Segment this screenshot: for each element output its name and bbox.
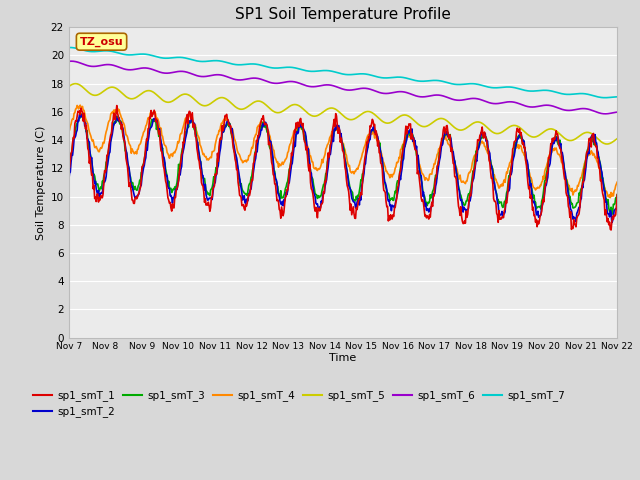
sp1_smT_1 (217, 135, 225, 141)
sp1_smT_2 (75, 119, 83, 124)
sp1_smT_6 (132, 66, 140, 72)
sp1_smT_7 (426, 78, 434, 84)
sp1_smT_2 (608, 220, 616, 226)
sp1_smT_7 (65, 45, 72, 50)
sp1_smT_3 (410, 139, 418, 144)
Line: sp1_smT_7: sp1_smT_7 (68, 48, 617, 98)
sp1_smT_4 (188, 111, 195, 117)
sp1_smT_4 (217, 123, 225, 129)
sp1_smT_2 (132, 194, 140, 200)
sp1_smT_1 (410, 142, 418, 148)
sp1_smT_5 (217, 95, 225, 100)
Y-axis label: Soil Temperature (C): Soil Temperature (C) (36, 125, 47, 240)
sp1_smT_7 (188, 57, 195, 62)
sp1_smT_4 (426, 171, 434, 177)
Line: sp1_smT_3: sp1_smT_3 (68, 114, 617, 214)
sp1_smT_1 (132, 194, 140, 200)
sp1_smT_6 (601, 111, 609, 117)
Line: sp1_smT_4: sp1_smT_4 (68, 105, 617, 198)
sp1_smT_6 (613, 109, 621, 115)
sp1_smT_4 (132, 149, 140, 155)
sp1_smT_4 (613, 179, 621, 185)
sp1_smT_4 (65, 128, 72, 134)
sp1_smT_3 (188, 119, 195, 124)
sp1_smT_1 (65, 163, 72, 168)
sp1_smT_2 (65, 178, 72, 184)
sp1_smT_7 (613, 94, 621, 100)
sp1_smT_2 (188, 115, 195, 120)
sp1_smT_3 (609, 211, 616, 217)
sp1_smT_5 (76, 82, 83, 88)
sp1_smT_7 (66, 45, 74, 50)
sp1_smT_5 (132, 95, 140, 100)
sp1_smT_3 (77, 111, 84, 117)
sp1_smT_1 (613, 192, 621, 198)
sp1_smT_1 (426, 214, 434, 220)
sp1_smT_3 (613, 192, 621, 198)
sp1_smT_3 (65, 171, 72, 177)
sp1_smT_6 (217, 72, 225, 78)
sp1_smT_5 (426, 121, 434, 127)
sp1_smT_7 (601, 95, 609, 101)
sp1_smT_7 (132, 52, 140, 58)
sp1_smT_6 (67, 58, 75, 64)
Line: sp1_smT_5: sp1_smT_5 (68, 84, 617, 144)
sp1_smT_1 (607, 227, 615, 233)
X-axis label: Time: Time (330, 353, 356, 363)
sp1_smT_3 (75, 117, 83, 123)
sp1_smT_2 (76, 111, 84, 117)
sp1_smT_5 (613, 136, 621, 142)
sp1_smT_7 (410, 77, 418, 83)
sp1_smT_1 (75, 109, 83, 115)
sp1_smT_1 (113, 103, 121, 108)
sp1_smT_5 (188, 94, 195, 100)
sp1_smT_3 (426, 192, 434, 198)
sp1_smT_2 (613, 201, 621, 207)
sp1_smT_6 (188, 71, 195, 77)
sp1_smT_5 (72, 81, 79, 86)
Line: sp1_smT_6: sp1_smT_6 (68, 61, 617, 114)
sp1_smT_6 (76, 60, 83, 66)
sp1_smT_5 (410, 118, 418, 124)
sp1_smT_7 (76, 46, 83, 52)
sp1_smT_5 (65, 84, 72, 89)
sp1_smT_2 (217, 145, 225, 151)
Line: sp1_smT_1: sp1_smT_1 (68, 106, 617, 230)
sp1_smT_1 (188, 113, 195, 119)
Title: SP1 Soil Temperature Profile: SP1 Soil Temperature Profile (235, 7, 451, 22)
sp1_smT_4 (75, 106, 83, 112)
sp1_smT_2 (410, 139, 418, 145)
sp1_smT_4 (410, 142, 418, 148)
Line: sp1_smT_2: sp1_smT_2 (68, 114, 617, 223)
Text: TZ_osu: TZ_osu (80, 36, 124, 47)
sp1_smT_6 (426, 93, 434, 99)
sp1_smT_5 (604, 141, 611, 147)
sp1_smT_6 (410, 93, 418, 98)
sp1_smT_7 (217, 58, 225, 64)
sp1_smT_2 (426, 209, 434, 215)
Legend: sp1_smT_1, sp1_smT_2, sp1_smT_3, sp1_smT_4, sp1_smT_5, sp1_smT_6, sp1_smT_7: sp1_smT_1, sp1_smT_2, sp1_smT_3, sp1_smT… (29, 386, 569, 421)
sp1_smT_4 (76, 102, 84, 108)
sp1_smT_6 (65, 59, 72, 64)
sp1_smT_3 (132, 186, 140, 192)
sp1_smT_3 (217, 136, 225, 142)
sp1_smT_4 (607, 195, 614, 201)
